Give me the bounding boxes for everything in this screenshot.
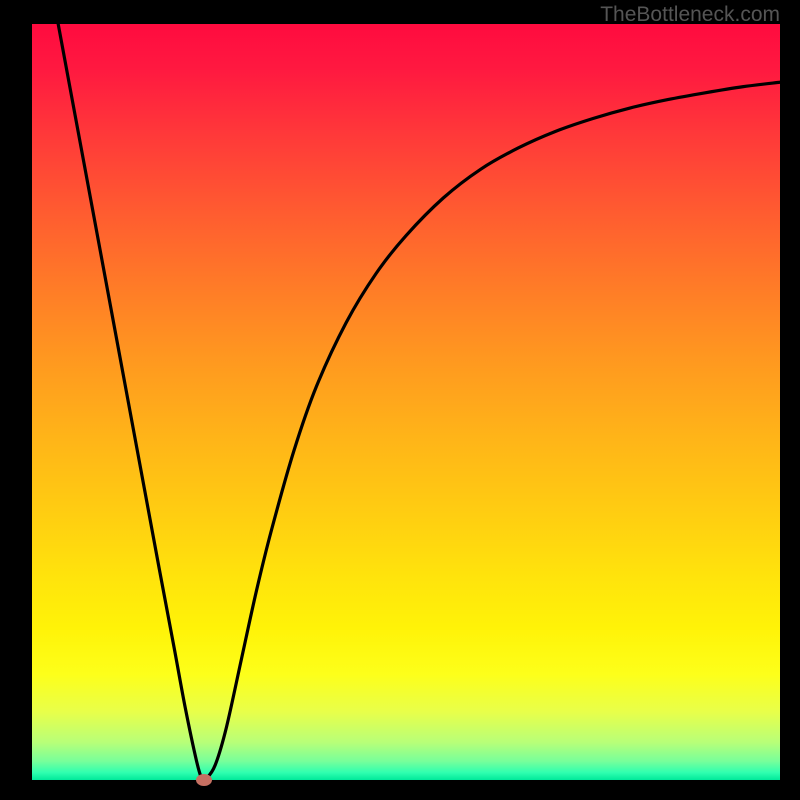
curve-svg xyxy=(32,24,780,780)
chart-frame: TheBottleneck.com xyxy=(0,0,800,800)
plot-area xyxy=(32,24,780,780)
bottleneck-curve-path xyxy=(58,24,780,780)
watermark-text: TheBottleneck.com xyxy=(600,3,780,27)
optimum-marker xyxy=(196,774,212,786)
